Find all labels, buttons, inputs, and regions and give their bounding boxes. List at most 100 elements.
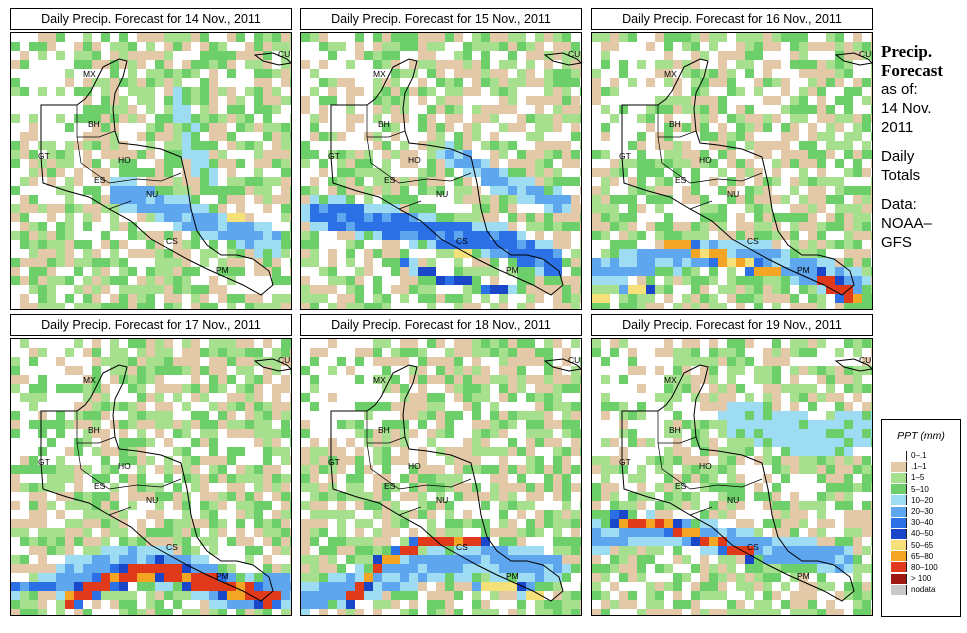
country-label-gt: GT <box>619 457 631 467</box>
country-label-cs: CS <box>166 236 178 246</box>
legend-label: 1–5 <box>911 473 925 483</box>
legend-swatch <box>891 472 907 483</box>
country-label-gt: GT <box>38 457 50 467</box>
country-label-gt: GT <box>38 151 50 161</box>
legend-swatch <box>891 584 907 595</box>
precip-grid <box>592 339 872 615</box>
country-label-ho: HO <box>699 461 712 471</box>
country-label-cu: CU <box>278 355 290 365</box>
panel-title: Daily Precip. Forecast for 16 Nov., 2011 <box>591 8 873 30</box>
cuba-coastline <box>543 358 581 372</box>
legend-entry: 10–20 <box>891 495 938 506</box>
precip-grid <box>301 339 581 615</box>
legend-label: nodata <box>911 585 936 595</box>
caption-daily: Daily <box>881 148 915 165</box>
precip-grid <box>301 33 581 309</box>
forecast-panel-15-nov: Daily Precip. Forecast for 15 Nov., 2011… <box>300 8 582 310</box>
legend-entry: 50–65 <box>891 540 938 551</box>
country-borders <box>366 105 472 210</box>
country-label-es: ES <box>675 175 687 185</box>
legend-entry: 5–10 <box>891 484 938 495</box>
forecast-panel-17-nov: Daily Precip. Forecast for 17 Nov., 2011… <box>10 314 292 616</box>
country-label-mx: MX <box>83 375 96 385</box>
precip-map: CU MX BH GT HO ES NU CS PM <box>591 338 873 616</box>
panel-title: Daily Precip. Forecast for 19 Nov., 2011 <box>591 314 873 336</box>
country-label-ho: HO <box>118 461 131 471</box>
ppt-legend: PPT (mm) 0–.1.1–1 1–5 5–10 10–20 20–30 30–40 4… <box>881 419 961 617</box>
country-label-cu: CU <box>568 355 580 365</box>
country-label-cs: CS <box>747 542 759 552</box>
country-label-cu: CU <box>859 49 871 59</box>
country-label-ho: HO <box>408 155 421 165</box>
country-label-cs: CS <box>456 542 468 552</box>
country-label-nu: NU <box>146 189 158 199</box>
panel-title: Daily Precip. Forecast for 14 Nov., 2011 <box>10 8 292 30</box>
legend-list: 0–.1.1–1 1–5 5–10 10–20 20–30 30–40 40–50 50–65… <box>891 450 938 595</box>
legend-label: 65–80 <box>911 551 934 561</box>
country-label-mx: MX <box>664 375 677 385</box>
legend-entry: 65–80 <box>891 551 938 562</box>
country-label-pm: PM <box>797 571 810 581</box>
legend-label: .1–1 <box>911 462 927 472</box>
legend-label: 10–20 <box>911 495 934 505</box>
legend-label: 40–50 <box>911 529 934 539</box>
country-label-nu: NU <box>436 495 448 505</box>
country-label-cu: CU <box>568 49 580 59</box>
legend-entry: 30–40 <box>891 517 938 528</box>
legend-label: 80–100 <box>911 562 938 572</box>
country-label-cs: CS <box>747 236 759 246</box>
country-label-nu: NU <box>146 495 158 505</box>
legend-swatch <box>891 562 907 573</box>
panel-title: Daily Precip. Forecast for 18 Nov., 2011 <box>300 314 582 336</box>
country-label-pm: PM <box>506 265 519 275</box>
coastline <box>621 364 855 602</box>
country-label-gt: GT <box>328 457 340 467</box>
legend-swatch <box>891 551 907 562</box>
country-label-bh: BH <box>88 119 100 129</box>
caption-totals: Totals <box>881 167 921 184</box>
country-label-es: ES <box>675 481 687 491</box>
country-label-ho: HO <box>699 155 712 165</box>
coastline <box>330 364 564 602</box>
legend-entry: .1–1 <box>891 461 938 472</box>
legend-swatch <box>891 517 907 528</box>
forecast-panel-16-nov: Daily Precip. Forecast for 16 Nov., 2011… <box>591 8 873 310</box>
forecast-caption: Precip. Forecast as of: 14 Nov. 2011 Dai… <box>881 42 965 252</box>
legend-title: PPT (mm) <box>897 430 945 442</box>
cuba-coastline <box>253 358 291 372</box>
country-label-ho: HO <box>118 155 131 165</box>
coastline <box>40 364 274 602</box>
caption-year: 2011 <box>881 119 914 136</box>
country-borders <box>657 105 763 210</box>
caption-title-1: Precip. <box>881 42 933 61</box>
caption-date: 14 Nov. <box>881 100 932 117</box>
country-label-es: ES <box>384 481 396 491</box>
precip-grid <box>592 33 872 309</box>
country-borders <box>366 411 472 516</box>
country-label-mx: MX <box>664 69 677 79</box>
cuba-coastline <box>253 52 291 66</box>
coastline <box>621 58 855 296</box>
coastline <box>330 58 564 296</box>
precip-grid <box>11 339 291 615</box>
precip-map: CU MX BH GT HO ES NU CS PM <box>300 32 582 310</box>
legend-swatch <box>891 484 907 495</box>
legend-entry: 80–100 <box>891 562 938 573</box>
legend-swatch <box>891 573 907 584</box>
forecast-panel-19-nov: Daily Precip. Forecast for 19 Nov., 2011… <box>591 314 873 616</box>
country-label-pm: PM <box>216 265 229 275</box>
country-label-mx: MX <box>373 69 386 79</box>
legend-entry: 1–5 <box>891 472 938 483</box>
legend-entry: 0–.1 <box>891 450 938 461</box>
legend-swatch <box>891 528 907 539</box>
panel-title: Daily Precip. Forecast for 15 Nov., 2011 <box>300 8 582 30</box>
caption-source-2: GFS <box>881 234 912 251</box>
caption-as-of: as of: <box>881 81 918 98</box>
country-borders <box>76 411 182 516</box>
legend-swatch <box>891 461 907 472</box>
country-label-mx: MX <box>83 69 96 79</box>
country-label-bh: BH <box>669 119 681 129</box>
legend-entry: 40–50 <box>891 528 938 539</box>
legend-entry: 20–30 <box>891 506 938 517</box>
cuba-coastline <box>834 358 872 372</box>
